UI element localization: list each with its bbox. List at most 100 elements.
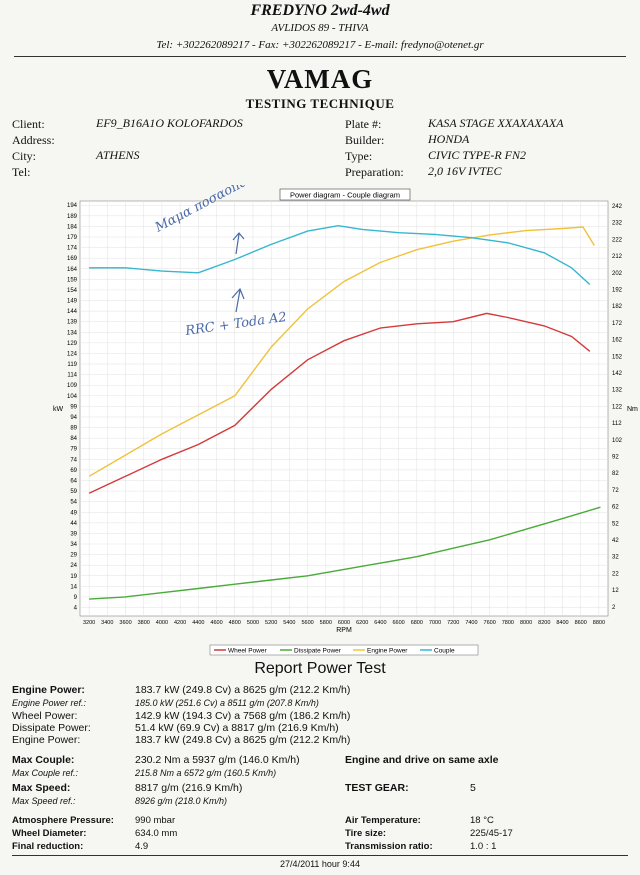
y-left-tick-label: 4 [74,606,78,612]
y-right-tick-label: 62 [612,505,619,511]
pressure-label: Atmosphere Pressure: [12,815,114,826]
series-line-couple [89,224,591,286]
wheel-power-label: Wheel Power: [12,710,78,722]
y-left-tick-label: 169 [67,256,78,262]
y-right-tick-label: 2 [612,605,616,611]
brand-subtitle: TESTING TECHNIQUE [245,96,395,111]
power-couple-chart: 4914192429343944495459646974798489949910… [53,185,638,656]
max-speed-label: Max Speed: [12,782,71,794]
final-reduction-label: Final reduction: [12,841,84,852]
test-gear-label: TEST GEAR: [345,782,409,794]
transmission-ratio-label: Transmission ratio: [345,841,433,852]
y-left-tick-label: 164 [67,267,78,273]
legend-wheel-power: Wheel Power [228,648,267,655]
tire-size-label: Tire size: [345,828,387,839]
preparation-label: Preparation: [345,165,404,179]
y-left-tick-label: 109 [67,383,78,389]
x-axis: 3200 3400 3600 3800 4000 4200 4400 4600 4800 5000… [83,620,605,626]
handwritten-arrow-up-icon [232,232,245,255]
y-left-tick-label: 74 [70,457,77,463]
dissipate-power-value: 51.4 kW (69.9 Cv) a 8817 g/m (216.9 Km/h… [135,722,339,734]
series-lines [88,224,601,600]
transmission-ratio-value: 1.0 : 1 [470,841,497,852]
engine-power-value: 183.7 kW (249.8 Cv) a 8625 g/m (212.2 Km… [135,684,351,696]
x-tick-label: 6200 [356,620,368,626]
engine-power-2-value: 183.7 kW (249.8 Cv) a 8625 g/m (212.2 Km… [135,734,351,746]
address-label: Address: [12,133,55,147]
y-right-tick-label: 112 [612,421,622,427]
y-left-tick-label: 129 [67,341,78,347]
y-right-tick-label: 242 [612,204,623,210]
company-contact: Tel: +302262089217 - Fax: +302262089217 … [156,39,484,51]
x-tick-label: 5800 [320,620,332,626]
y-right-tick-label: 72 [612,488,619,494]
y-right-tick-label: 142 [612,371,623,377]
y-axis-left: 4914192429343944495459646974798489949910… [67,203,78,611]
engine-power-2-label: Engine Power: [12,734,81,746]
y-left-tick-label: 139 [67,320,78,326]
wheel-diameter-value: 634.0 mm [135,828,178,839]
x-tick-label: 8800 [593,620,605,626]
header-divider [14,56,626,57]
axle-note: Engine and drive on same axle [345,754,499,766]
series-line-engine-power [88,226,595,477]
legend-dissipate-power: Dissipate Power [294,648,342,655]
x-tick-label: 8000 [520,620,532,626]
company-name: FREDYNO 2wd-4wd [250,2,390,19]
chart-title: Power diagram - Couple diagram [290,191,400,200]
y-left-tick-label: 144 [67,309,78,315]
y-left-tick-label: 174 [67,246,78,252]
engine-power-ref-label: Engine Power ref.: [12,698,87,708]
max-couple-ref-label: Max Couple ref.: [12,768,79,778]
x-tick-label: 7200 [447,620,459,626]
x-tick-label: 4000 [156,620,168,626]
plate-value: KASA STAGE XXAXAXAXA [428,116,564,130]
y-left-tick-label: 79 [70,447,77,453]
y-right-tick-label: 92 [612,455,619,461]
max-speed-value: 8817 g/m (216.9 Km/h) [135,782,243,794]
y-left-tick-label: 54 [70,500,77,506]
y-left-tick-label: 9 [74,595,78,601]
y-right-tick-label: 222 [612,237,623,243]
plate-label: Plate #: [345,117,382,131]
x-tick-label: 3600 [119,620,131,626]
y-left-tick-label: 19 [70,574,77,580]
y-right-tick-label: 202 [612,271,623,277]
y-right-tick-label: 172 [612,321,623,327]
test-gear-value: 5 [470,782,476,794]
wheel-power-value: 142.9 kW (194.3 Cv) a 7568 g/m (186.2 Km… [135,710,351,722]
footer-divider [12,855,628,856]
y-right-tick-label: 192 [612,288,623,294]
x-tick-label: 7000 [429,620,441,626]
y-right-tick-label: 82 [612,471,619,477]
tel-label: Tel: [12,165,31,179]
y-left-tick-label: 154 [67,288,78,294]
y-left-tick-label: 114 [67,373,77,379]
y-right-tick-label: 182 [612,304,623,310]
y-right-tick-label: 42 [612,538,619,544]
max-couple-value: 230.2 Nm a 5937 g/m (146.0 Km/h) [135,754,300,766]
x-tick-label: 8600 [575,620,587,626]
builder-label: Builder: [345,133,385,147]
y-right-tick-label: 122 [612,404,623,410]
max-speed-ref-value: 8926 g/m (218.0 Km/h) [135,796,228,806]
builder-value: HONDA [428,132,470,146]
y-left-tick-label: 24 [70,563,77,569]
engine-power-label: Engine Power: [12,684,85,696]
chart-title-box [279,188,411,201]
max-couple-ref-value: 215.8 Nm a 6572 g/m (160.5 Km/h) [135,768,277,778]
x-tick-label: 6400 [374,620,386,626]
client-value: EF9_B16A1O KOLOFARDOS [96,116,243,130]
x-tick-label: 8400 [556,620,568,626]
type-label: Type: [345,149,373,163]
x-tick-label: 4400 [192,620,204,626]
final-reduction-value: 4.9 [135,841,149,852]
air-temperature-value: 18 °C [470,815,494,826]
report-timestamp: 27/4/2011 hour 9:44 [280,859,360,869]
x-tick-label: 3400 [101,620,113,626]
pressure-value: 990 mbar [135,815,176,826]
y-right-tick-label: 232 [612,221,623,227]
handwritten-arrow-icon [231,287,245,313]
y-right-label: Nm [627,406,638,413]
y-left-tick-label: 49 [70,510,77,516]
